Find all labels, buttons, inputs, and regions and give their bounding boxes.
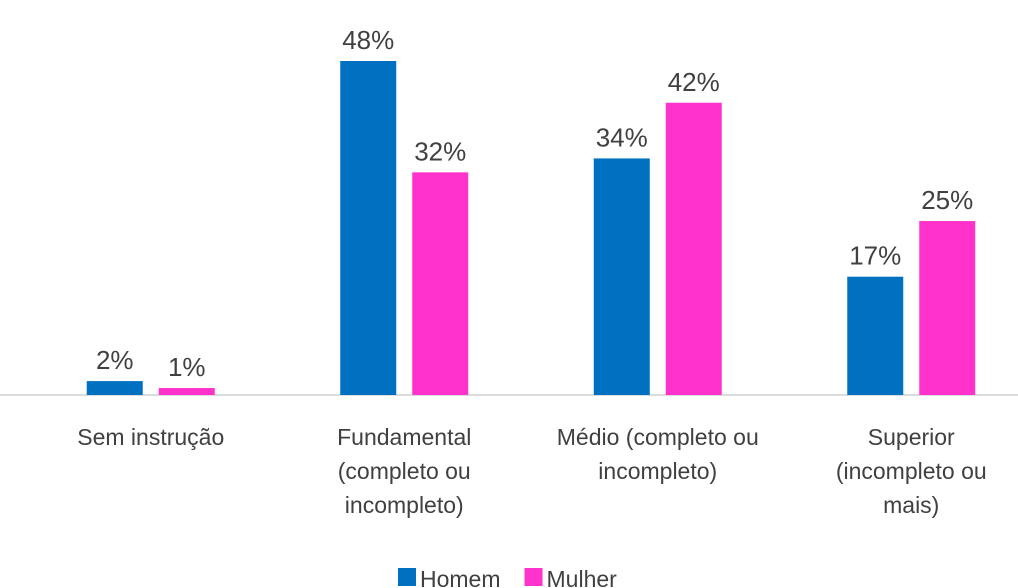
data-label: 32% xyxy=(414,136,466,166)
bar xyxy=(847,276,904,395)
data-label: 42% xyxy=(668,67,720,97)
legend-label: Homem xyxy=(420,566,501,588)
bar xyxy=(86,381,143,395)
bar xyxy=(340,61,397,395)
bar xyxy=(593,158,650,395)
legend-swatch xyxy=(524,568,543,586)
data-label: 48% xyxy=(342,25,394,55)
data-label: 34% xyxy=(596,122,648,152)
x-tick-label: Sem instrução xyxy=(77,424,225,450)
legend-label: Mulher xyxy=(547,566,618,588)
bar xyxy=(412,172,469,395)
bar xyxy=(158,388,215,395)
x-tick-label: Fundamental (completo ou incompleto) xyxy=(337,424,472,518)
x-tick-label: Médio (completo ou incompleto) xyxy=(556,424,759,484)
legend-swatch xyxy=(398,568,416,586)
data-label: 1% xyxy=(168,352,206,382)
bar xyxy=(665,102,722,395)
data-label: 25% xyxy=(921,185,973,215)
x-tick-label: Superior (incompleto ou mais) xyxy=(835,424,987,518)
data-label: 2% xyxy=(96,345,134,375)
data-label: 17% xyxy=(849,241,901,271)
bar xyxy=(919,221,976,395)
